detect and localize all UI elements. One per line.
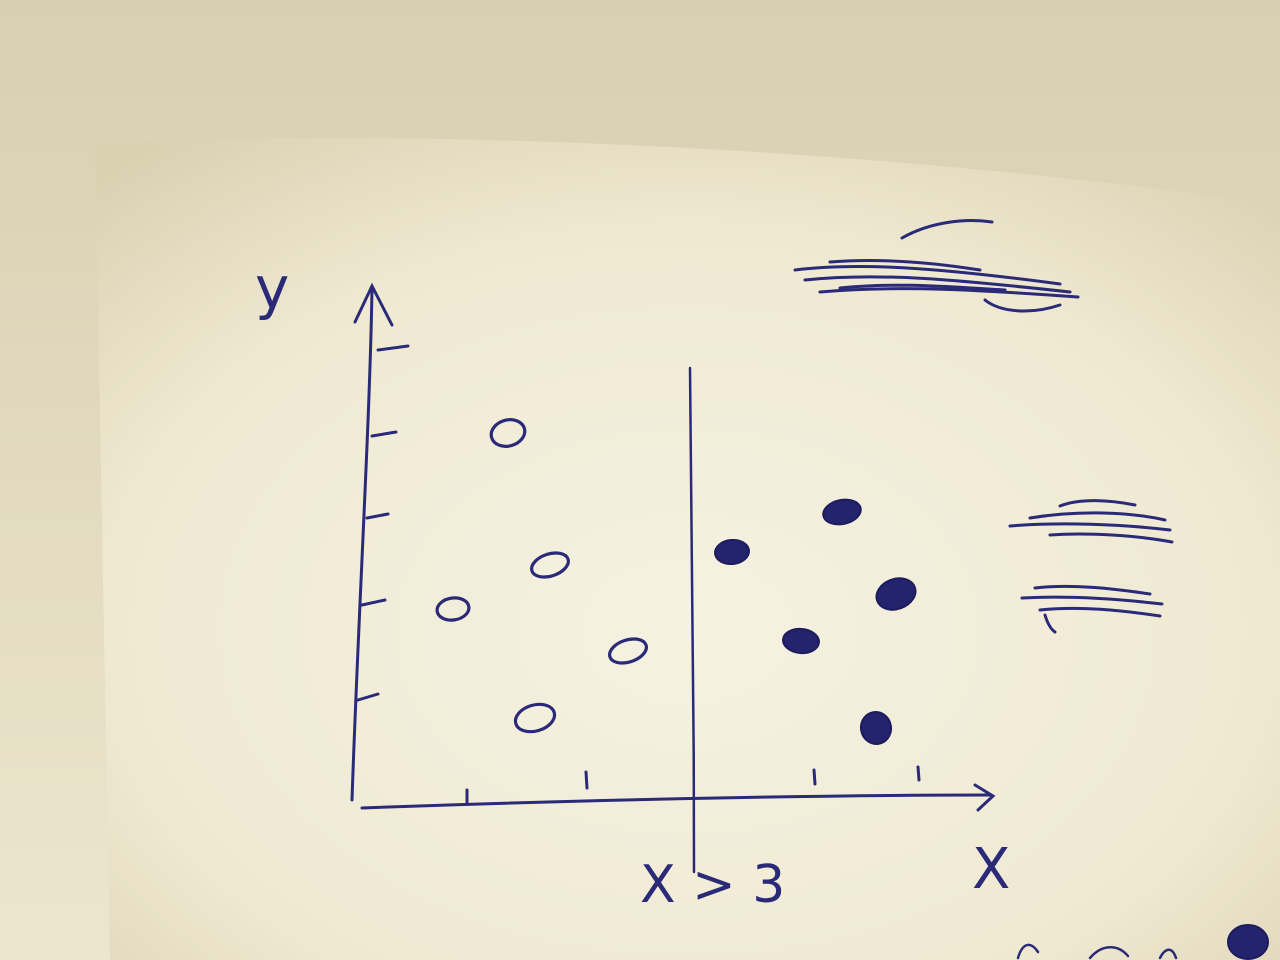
y-axis-label: y <box>255 254 289 322</box>
filled-point <box>1228 925 1268 959</box>
x-axis-label: X <box>972 837 1010 902</box>
split-label: X > 3 <box>640 855 785 915</box>
